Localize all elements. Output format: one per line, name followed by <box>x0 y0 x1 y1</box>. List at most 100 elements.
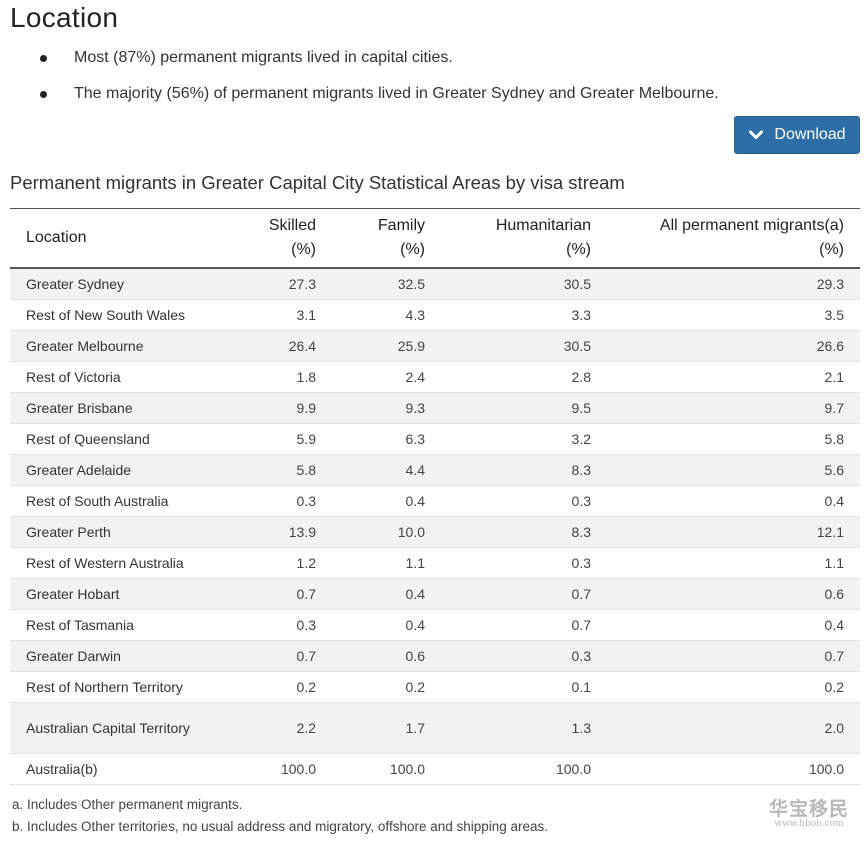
cell-skilled: 1.2 <box>296 555 316 571</box>
table-row: Rest of Western Australia 1.2 1.1 0.3 1.… <box>10 548 860 579</box>
download-button[interactable]: Download <box>734 116 860 154</box>
cell-location: Australia(b) <box>26 760 98 777</box>
cell-family: 0.2 <box>405 679 425 695</box>
cell-humanitarian: 8.3 <box>571 524 591 540</box>
cell-all: 0.6 <box>824 586 844 602</box>
watermark-url: www.hbob.com <box>774 819 844 829</box>
column-header-humanitarian: Humanitarian (%) <box>495 217 591 258</box>
visa-stream-table: Location Skilled (%) Family (%) Humanitari… <box>10 208 860 785</box>
table-row: Rest of South Australia 0.3 0.4 0.3 0.4 <box>10 486 860 517</box>
cell-family: 9.3 <box>405 400 425 416</box>
cell-skilled: 26.4 <box>288 338 316 354</box>
cell-family: 6.3 <box>405 431 425 447</box>
cell-skilled: 3.1 <box>296 307 316 323</box>
footnote-b: b. Includes Other territories, no usual … <box>12 819 549 834</box>
cell-family: 1.7 <box>405 720 425 736</box>
table-row: Rest of Northern Territory 0.2 0.2 0.1 0… <box>10 672 860 703</box>
list-item: The majority (56%) of permanent migrants… <box>10 80 850 116</box>
cell-all: 0.2 <box>824 679 844 695</box>
cell-skilled: 13.9 <box>288 524 316 540</box>
cell-all: 26.6 <box>816 338 844 354</box>
key-findings-list: Most (87%) permanent migrants lived in c… <box>10 44 850 116</box>
cell-family: 0.4 <box>405 617 425 633</box>
cell-humanitarian: 0.7 <box>571 586 591 602</box>
cell-family: 2.4 <box>405 369 425 385</box>
cell-all: 3.5 <box>824 307 844 323</box>
footnote-a: a. Includes Other permanent migrants. <box>12 797 243 812</box>
table-row: Rest of Queensland 5.9 6.3 3.2 5.8 <box>10 424 860 455</box>
cell-all: 0.4 <box>824 493 844 509</box>
cell-all: 29.3 <box>816 276 844 292</box>
table-caption: Permanent migrants in Greater Capital Ci… <box>10 172 625 193</box>
cell-skilled: 0.7 <box>296 648 316 664</box>
cell-location: Greater Adelaide <box>26 461 132 478</box>
chevron-down-icon <box>749 130 764 139</box>
table-row: Rest of New South Wales 3.1 4.3 3.3 3.5 <box>10 300 860 331</box>
cell-humanitarian: 1.3 <box>571 720 591 736</box>
cell-all: 2.1 <box>824 369 844 385</box>
cell-family: 0.4 <box>405 493 425 509</box>
table-row: Greater Hobart 0.7 0.4 0.7 0.6 <box>10 578 860 610</box>
watermark-logo: 华宝移民 www.hbob.com <box>769 794 849 830</box>
cell-location: Greater Melbourne <box>26 337 144 354</box>
table-row: Greater Sydney 27.3 32.5 30.5 29.3 <box>10 268 860 300</box>
cell-skilled: 100.0 <box>280 761 316 777</box>
cell-location: Greater Hobart <box>26 585 120 602</box>
cell-humanitarian: 8.3 <box>571 462 591 478</box>
cell-location: Greater Brisbane <box>26 399 133 416</box>
cell-family: 10.0 <box>397 524 425 540</box>
cell-all: 0.7 <box>824 648 844 664</box>
cell-humanitarian: 0.1 <box>571 679 591 695</box>
cell-skilled: 2.2 <box>296 720 316 736</box>
table-row: Australia(b) 100.0 100.0 100.0 100.0 <box>10 754 860 785</box>
footnotes: a. Includes Other permanent migrants. b.… <box>12 794 548 838</box>
cell-all: 5.8 <box>824 431 844 447</box>
table-row: Rest of Victoria 1.8 2.4 2.8 2.1 <box>10 362 860 393</box>
cell-location: Greater Darwin <box>26 647 121 664</box>
cell-family: 1.1 <box>405 555 425 571</box>
cell-family: 0.4 <box>405 586 425 602</box>
bullet-text: The majority (56%) of permanent migrants… <box>74 85 719 102</box>
cell-all: 5.6 <box>824 462 844 478</box>
table-header-row: Location Skilled (%) Family (%) Humanitari… <box>10 208 860 268</box>
cell-all: 1.1 <box>824 555 844 571</box>
table-row: Greater Brisbane 9.9 9.3 9.5 9.7 <box>10 392 860 424</box>
cell-all: 9.7 <box>824 400 844 416</box>
cell-humanitarian: 3.2 <box>571 431 591 447</box>
table-row: Rest of Tasmania 0.3 0.4 0.7 0.4 <box>10 610 860 641</box>
cell-humanitarian: 0.3 <box>571 493 591 509</box>
table-row: Australian Capital Territory 2.2 1.7 1.3… <box>10 702 860 754</box>
column-header-family: Family (%) <box>377 217 425 258</box>
cell-humanitarian: 0.3 <box>571 555 591 571</box>
section-title: Location <box>10 2 119 33</box>
table-row: Greater Darwin 0.7 0.6 0.3 0.7 <box>10 640 860 672</box>
cell-humanitarian: 0.3 <box>571 648 591 664</box>
bullet-icon <box>40 55 47 62</box>
download-label: Download <box>774 126 846 143</box>
bullet-text: Most (87%) permanent migrants lived in c… <box>74 49 453 66</box>
cell-skilled: 0.2 <box>296 679 316 695</box>
cell-family: 4.4 <box>405 462 425 478</box>
cell-all: 12.1 <box>816 524 844 540</box>
cell-humanitarian: 30.5 <box>563 338 591 354</box>
cell-skilled: 5.9 <box>296 431 316 447</box>
cell-skilled: 5.8 <box>296 462 316 478</box>
cell-skilled: 0.3 <box>296 617 316 633</box>
cell-skilled: 27.3 <box>288 276 316 292</box>
cell-family: 4.3 <box>405 307 425 323</box>
cell-skilled: 0.7 <box>296 586 316 602</box>
bullet-icon <box>40 91 47 98</box>
cell-all: 2.0 <box>824 720 844 736</box>
cell-location: Greater Sydney <box>26 275 125 292</box>
cell-all: 0.4 <box>824 617 844 633</box>
column-header-location: Location <box>26 229 87 246</box>
cell-location: Rest of New South Wales <box>26 306 185 323</box>
watermark-text: 华宝移民 <box>769 798 850 820</box>
cell-humanitarian: 30.5 <box>563 276 591 292</box>
cell-location: Rest of Northern Territory <box>26 678 183 695</box>
cell-location: Rest of Victoria <box>26 368 121 385</box>
cell-location: Rest of Queensland <box>26 430 150 447</box>
cell-humanitarian: 100.0 <box>555 761 591 777</box>
cell-all: 100.0 <box>808 761 844 777</box>
cell-humanitarian: 9.5 <box>571 400 591 416</box>
